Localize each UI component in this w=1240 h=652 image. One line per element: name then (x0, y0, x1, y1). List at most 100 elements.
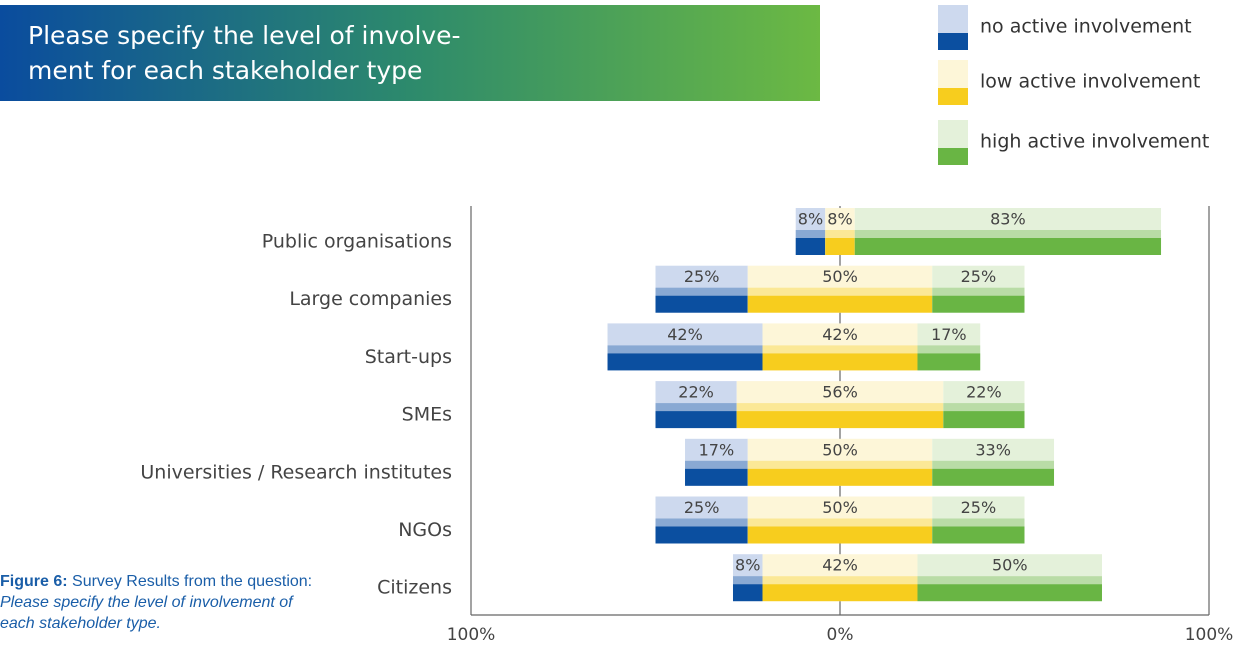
category-label: Public organisations (262, 231, 452, 253)
bar-segment-dark (762, 353, 918, 371)
bar-segment-mid (762, 576, 918, 585)
bar-segment (943, 381, 1025, 429)
legend-swatch (938, 120, 968, 165)
legend-swatch-dark (938, 148, 968, 165)
bar-segment (655, 381, 737, 429)
legend-label: low active involvement (980, 71, 1200, 93)
data-label: 50% (992, 556, 1028, 575)
bar-segment-mid (655, 403, 737, 412)
bar-segment-dark (943, 411, 1025, 429)
category-label: Start-ups (365, 346, 452, 368)
bar-segment-mid (932, 518, 1025, 527)
bar-segment-dark (655, 526, 748, 544)
bar-segment-mid (685, 460, 748, 469)
legend-label: high active involvement (980, 131, 1209, 153)
data-label: 17% (699, 440, 735, 459)
bar-segment-dark (655, 411, 737, 429)
bar-segment (932, 438, 1055, 486)
data-label: 22% (678, 383, 714, 402)
chart-title: ment for each stakeholder type (28, 56, 422, 85)
bar-segment-dark (932, 468, 1055, 486)
data-label: 56% (822, 383, 858, 402)
bar-segment-dark (932, 295, 1025, 313)
title-banner (0, 5, 820, 101)
legend-swatch-dark (938, 33, 968, 50)
bar-segment-mid (825, 230, 855, 238)
bar-segment (917, 323, 981, 371)
bar-segment (655, 496, 748, 544)
bar-segment-mid (943, 403, 1025, 412)
bar-segment-dark (762, 584, 918, 602)
bar-segment (747, 496, 933, 544)
bar-segment-mid (932, 460, 1055, 469)
caption-text: Survey Results from the question: (72, 573, 313, 590)
bar-segment-dark (917, 353, 981, 371)
bar-segment-dark (854, 238, 1162, 255)
bar-segment-mid (655, 287, 748, 296)
category-label: NGOs (398, 519, 452, 541)
legend-label: no active involvement (980, 16, 1192, 38)
x-tick-label: 100% (1185, 625, 1234, 645)
legend-swatch (938, 5, 968, 50)
bar-segment-dark (607, 353, 763, 371)
bar-segment-dark (825, 238, 855, 255)
data-label: 42% (667, 325, 703, 344)
bar-segment-dark (917, 584, 1102, 602)
category-label: Citizens (377, 577, 452, 599)
chart-title: Please specify the level of involve- (28, 21, 461, 50)
data-label: 42% (822, 556, 858, 575)
bar-segment (932, 265, 1025, 313)
caption-label: Figure 6: (0, 573, 68, 590)
data-label: 25% (684, 498, 720, 517)
bar-segment (747, 265, 933, 313)
bar-segment (732, 554, 763, 602)
bar-segment (607, 323, 763, 371)
data-label: 8% (735, 556, 760, 575)
legend-swatch (938, 60, 968, 105)
bar-segment-dark (747, 468, 933, 486)
category-label: Large companies (289, 288, 452, 310)
bar-segment-dark (685, 468, 748, 486)
bar-segment-mid (917, 345, 981, 354)
caption: Figure 6: Survey Results from the questi… (0, 571, 330, 634)
bar-segment (825, 208, 855, 255)
bar-segment-mid (732, 576, 763, 585)
bar-segment-dark (747, 295, 933, 313)
bar-segment (854, 208, 1162, 255)
bar-segment (747, 438, 933, 486)
bar-segment-mid (747, 287, 933, 296)
data-label: 8% (827, 210, 852, 229)
category-label: Universities / Research institutes (140, 461, 452, 483)
data-label: 83% (990, 210, 1026, 229)
data-label: 25% (684, 267, 720, 286)
bar-segment-mid (736, 403, 944, 412)
data-label: 8% (798, 210, 823, 229)
data-label: 42% (822, 325, 858, 344)
bar-segment (917, 554, 1102, 602)
data-label: 17% (931, 325, 967, 344)
bar-segment-mid (655, 518, 748, 527)
bar-segment (795, 208, 826, 255)
bar-segment-mid (747, 460, 933, 469)
bar-segment (762, 554, 918, 602)
bar-segment-dark (932, 526, 1025, 544)
bar-segment-dark (732, 584, 763, 602)
category-label: SMEs (402, 404, 452, 426)
caption-question: Please specify the level of involvement … (0, 594, 293, 632)
data-label: 22% (966, 383, 1002, 402)
bar-segment-mid (932, 287, 1025, 296)
data-label: 50% (822, 267, 858, 286)
bar-segment-mid (917, 576, 1102, 585)
data-label: 25% (961, 498, 997, 517)
bar-segment-dark (736, 411, 944, 429)
bar-segment-mid (747, 518, 933, 527)
bar-segment (762, 323, 918, 371)
legend-swatch-dark (938, 88, 968, 105)
bar-segment-mid (795, 230, 826, 238)
bar-segment-mid (607, 345, 763, 354)
data-label: 33% (975, 440, 1011, 459)
bar-segment (932, 496, 1025, 544)
data-label: 25% (961, 267, 997, 286)
